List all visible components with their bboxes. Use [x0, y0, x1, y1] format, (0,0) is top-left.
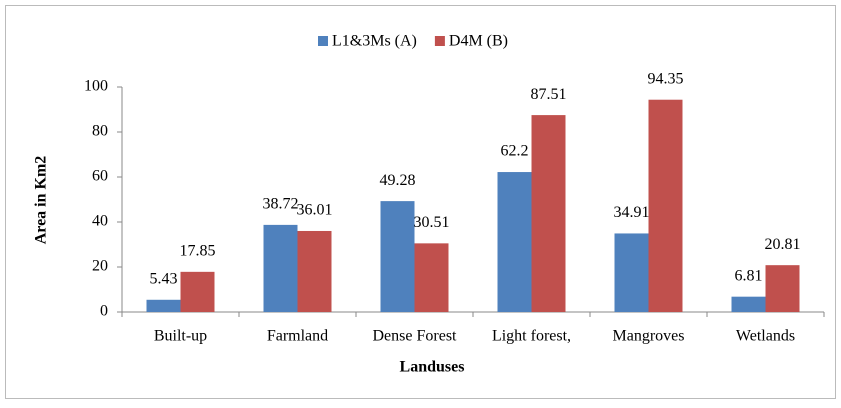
value-label: 5.43	[150, 270, 178, 287]
x-axis-title: Landuses	[400, 359, 465, 376]
value-label: 17.85	[180, 243, 216, 260]
bar	[146, 299, 181, 312]
y-tick-label: 100	[84, 78, 108, 95]
value-label: 34.91	[614, 204, 650, 221]
bar	[648, 99, 683, 313]
legend-label: L1&3Ms (A)	[332, 33, 417, 50]
value-label: 36.01	[297, 202, 333, 219]
bar	[531, 115, 566, 312]
value-label: 49.28	[380, 172, 416, 189]
bar	[414, 243, 449, 312]
chart-frame	[5, 5, 836, 399]
bar	[263, 224, 298, 312]
bar	[731, 296, 766, 312]
y-tick-label: 60	[92, 168, 108, 185]
y-axis-title: Area in Km2	[33, 156, 50, 245]
y-tick-label: 20	[92, 258, 108, 275]
y-tick-label: 80	[92, 123, 108, 140]
value-label: 30.51	[414, 214, 450, 231]
value-label: 62.2	[501, 143, 529, 160]
x-tick-label: Light forest,	[492, 328, 571, 345]
bar	[614, 233, 649, 312]
x-tick-label: Wetlands	[736, 328, 795, 345]
legend-swatch	[318, 36, 328, 46]
bar	[380, 201, 415, 312]
value-label: 6.81	[735, 267, 763, 284]
legend-swatch	[434, 36, 445, 46]
value-label: 87.51	[531, 86, 567, 103]
value-label: 20.81	[765, 236, 801, 253]
bar	[297, 230, 332, 312]
x-tick-label: Mangroves	[613, 328, 685, 345]
value-label: 38.72	[263, 196, 299, 213]
bar	[765, 265, 800, 312]
bar	[180, 271, 215, 312]
bar	[497, 172, 532, 312]
x-tick-label: Built-up	[154, 328, 207, 345]
x-tick-label: Farmland	[267, 328, 328, 345]
value-label: 94.35	[648, 70, 684, 87]
legend-label: D4M (B)	[449, 33, 508, 50]
y-tick-label: 40	[92, 213, 108, 230]
x-tick-label: Dense Forest	[373, 328, 458, 345]
y-tick-label: 0	[100, 303, 108, 320]
